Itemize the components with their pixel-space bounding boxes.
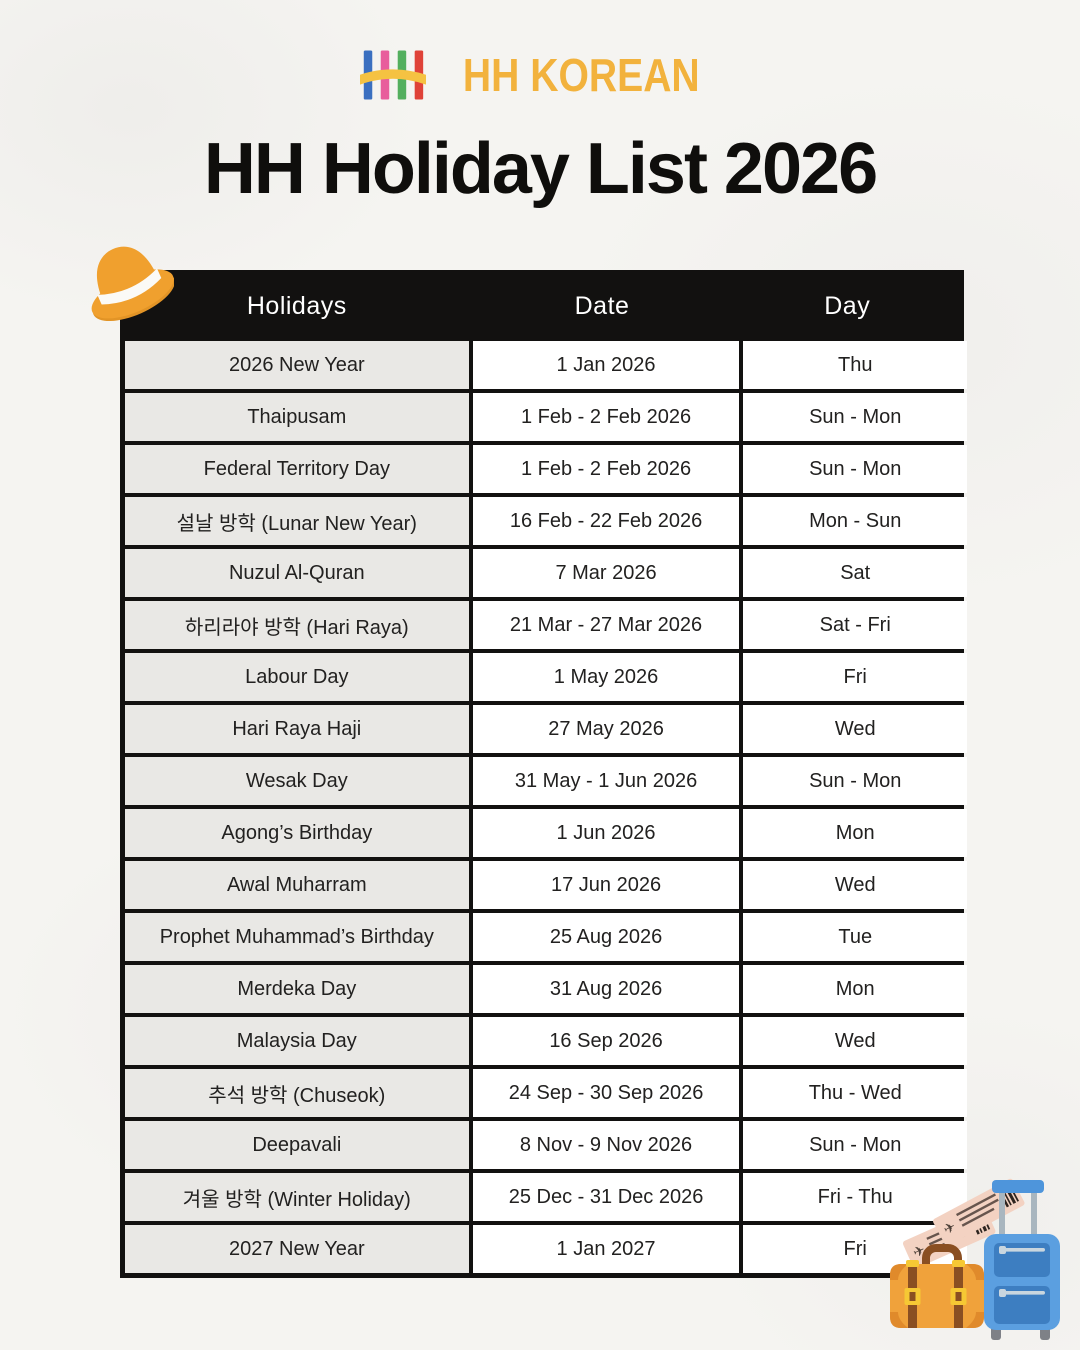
cell-day: Mon - Sun — [743, 497, 967, 545]
brand-logo-icon — [359, 50, 426, 100]
table-row: Awal Muharram 17 Jun 2026 Wed — [125, 861, 967, 909]
cell-day: Sat — [743, 549, 967, 597]
table-row: Agong’s Birthday 1 Jun 2026 Mon — [125, 809, 967, 857]
luggage-icon: ✈ ✈ — [890, 1178, 1060, 1340]
table-row: 2026 New Year 1 Jan 2026 Thu — [125, 341, 967, 389]
header-holidays: Holidays — [246, 291, 347, 320]
cell-day: Sun - Mon — [743, 393, 967, 441]
table-row: 하리라야 방학 (Hari Raya) 21 Mar - 27 Mar 2026 S… — [125, 601, 967, 649]
cell-date: 1 Jun 2026 — [472, 809, 740, 857]
holiday-table: Holidays Date Day 2026 New Year 1 Jan 202… — [120, 270, 967, 1278]
cell-day: Thu — [743, 341, 967, 389]
cell-day: Sun - Mon — [743, 445, 967, 493]
table-row: Malaysia Day 16 Sep 2026 Wed — [125, 1017, 967, 1065]
cell-date: 21 Mar - 27 Mar 2026 — [472, 601, 740, 649]
cell-day: Fri - Thu — [743, 1173, 967, 1221]
hat-icon — [91, 246, 174, 322]
cell-date: 1 Feb - 2 Feb 2026 — [472, 445, 740, 493]
cell-holiday: 2027 New Year — [125, 1225, 469, 1273]
cell-holiday: Deepavali — [125, 1121, 469, 1169]
brand-logo-text: HH KOREAN — [462, 49, 700, 101]
table-row: Prophet Muhammad’s Birthday 25 Aug 2026 Tu… — [125, 913, 967, 961]
table-row: 겨울 방학 (Winter Holiday) 25 Dec - 31 Dec 20… — [125, 1173, 967, 1221]
cell-day: Sun - Mon — [743, 757, 967, 805]
cell-day: Sat - Fri — [743, 601, 967, 649]
page-title: HH Holiday List 2026 — [203, 129, 878, 209]
cell-date: 16 Feb - 22 Feb 2026 — [472, 497, 740, 545]
cell-day: Wed — [743, 1017, 967, 1065]
table-row: Merdeka Day 31 Aug 2026 Mon — [125, 965, 967, 1013]
cell-date: 17 Jun 2026 — [472, 861, 740, 909]
cell-date: 1 Jan 2026 — [472, 341, 740, 389]
cell-day: Thu - Wed — [743, 1069, 967, 1117]
header-day: Day — [824, 291, 871, 320]
table-row: 추석 방학 (Chuseok) 24 Sep - 30 Sep 2026 Thu -… — [125, 1069, 967, 1117]
header-date: Date — [574, 291, 630, 320]
table-row: Nuzul Al-Quran 7 Mar 2026 Sat — [125, 549, 967, 597]
cell-holiday: Merdeka Day — [125, 965, 469, 1013]
cell-holiday: Thaipusam — [125, 393, 469, 441]
table-row: Deepavali 8 Nov - 9 Nov 2026 Sun - Mon — [125, 1121, 967, 1169]
table-row: 2027 New Year 1 Jan 2027 Fri — [125, 1225, 967, 1273]
cell-holiday: 2026 New Year — [125, 341, 469, 389]
cell-holiday: 겨울 방학 (Winter Holiday) — [125, 1173, 469, 1221]
cell-day: Wed — [743, 861, 967, 909]
suitcase-blue-icon — [984, 1180, 1060, 1340]
table-header-row: Holidays Date Day — [125, 275, 959, 337]
table-row: Wesak Day 31 May - 1 Jun 2026 Sun - Mon — [125, 757, 967, 805]
cell-holiday: 하리라야 방학 (Hari Raya) — [125, 601, 469, 649]
cell-holiday: Labour Day — [125, 653, 469, 701]
cell-date: 8 Nov - 9 Nov 2026 — [472, 1121, 740, 1169]
cell-date: 24 Sep - 30 Sep 2026 — [472, 1069, 740, 1117]
table-row: Federal Territory Day 1 Feb - 2 Feb 2026 S… — [125, 445, 967, 493]
cell-day: Mon — [743, 965, 967, 1013]
cell-holiday: Wesak Day — [125, 757, 469, 805]
cell-holiday: Hari Raya Haji — [125, 705, 469, 753]
cell-date: 7 Mar 2026 — [472, 549, 740, 597]
table-row: Hari Raya Haji 27 May 2026 Wed — [125, 705, 967, 753]
table-row: Labour Day 1 May 2026 Fri — [125, 653, 967, 701]
cell-holiday: Federal Territory Day — [125, 445, 469, 493]
cell-date: 25 Dec - 31 Dec 2026 — [472, 1173, 740, 1221]
cell-holiday: Awal Muharram — [125, 861, 469, 909]
table-row: 설날 방학 (Lunar New Year) 16 Feb - 22 Feb 20… — [125, 497, 967, 545]
cell-date: 16 Sep 2026 — [472, 1017, 740, 1065]
cell-date: 27 May 2026 — [472, 705, 740, 753]
cell-date: 1 Jan 2027 — [472, 1225, 740, 1273]
table-row: Thaipusam 1 Feb - 2 Feb 2026 Sun - Mon — [125, 393, 967, 441]
cell-date: 1 May 2026 — [472, 653, 740, 701]
cell-holiday: Prophet Muhammad’s Birthday — [125, 913, 469, 961]
cell-date: 31 Aug 2026 — [472, 965, 740, 1013]
cell-holiday: Malaysia Day — [125, 1017, 469, 1065]
cell-day: Fri — [743, 653, 967, 701]
cell-day: Tue — [743, 913, 967, 961]
cell-holiday: 추석 방학 (Chuseok) — [125, 1069, 469, 1117]
cell-holiday: 설날 방학 (Lunar New Year) — [125, 497, 469, 545]
brand-logo: HH KOREAN — [0, 48, 1080, 102]
suitcase-orange-icon — [890, 1244, 984, 1328]
cell-day: Sun - Mon — [743, 1121, 967, 1169]
cell-holiday: Nuzul Al-Quran — [125, 549, 469, 597]
cell-date: 1 Feb - 2 Feb 2026 — [472, 393, 740, 441]
cell-day: Wed — [743, 705, 967, 753]
cell-date: 31 May - 1 Jun 2026 — [472, 757, 740, 805]
cell-holiday: Agong’s Birthday — [125, 809, 469, 857]
cell-date: 25 Aug 2026 — [472, 913, 740, 961]
cell-day: Mon — [743, 809, 967, 857]
